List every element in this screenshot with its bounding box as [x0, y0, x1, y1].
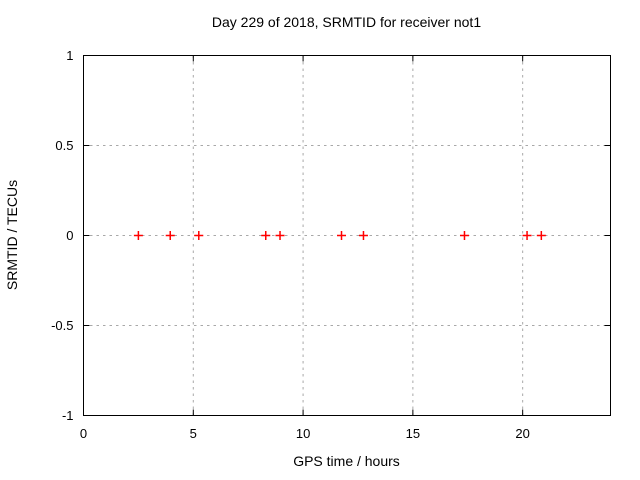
- chart-title: Day 229 of 2018, SRMTID for receiver not…: [211, 14, 482, 30]
- y-tick-label: -0.5: [51, 318, 73, 333]
- data-point-marker: [133, 231, 143, 240]
- y-tick-label: 1: [66, 48, 73, 63]
- x-tick-label: 20: [515, 426, 529, 441]
- data-point-marker: [194, 231, 204, 240]
- data-point-marker: [522, 231, 532, 240]
- y-tick-label: -1: [62, 408, 74, 423]
- data-point-marker: [536, 231, 546, 240]
- x-tick-label: 15: [406, 426, 420, 441]
- x-tick-label: 0: [80, 426, 87, 441]
- x-axis-label: GPS time / hours: [293, 453, 400, 469]
- data-point-marker: [337, 231, 347, 240]
- y-tick-label: 0: [66, 228, 73, 243]
- data-point-marker: [261, 231, 271, 240]
- x-tick-label: 5: [190, 426, 197, 441]
- data-point-marker: [165, 231, 175, 240]
- x-tick-label: 10: [296, 426, 310, 441]
- data-point-marker: [358, 231, 368, 240]
- data-point-marker: [275, 231, 285, 240]
- y-tick-label: 0.5: [55, 138, 73, 153]
- data-point-marker: [459, 231, 469, 240]
